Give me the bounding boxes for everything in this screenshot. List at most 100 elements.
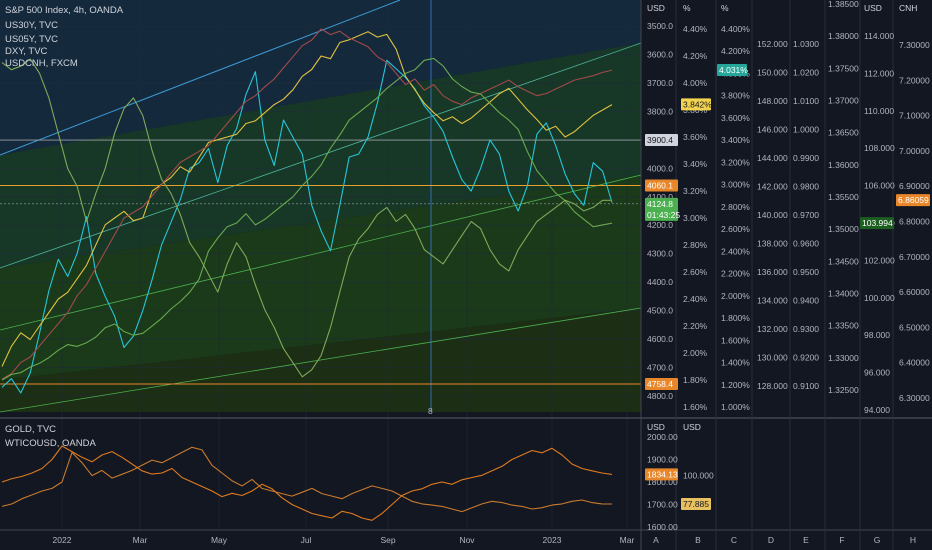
legend-main[interactable]: S&P 500 Index, 4h, OANDA US30Y, TVC US05… <box>5 5 124 69</box>
axis-A-tick: 3700.0 <box>647 78 673 88</box>
axis-B-tick: 3.00% <box>683 213 708 223</box>
axis-C-tick: 1.000% <box>721 402 750 412</box>
axis-E-letter[interactable]: E <box>803 535 809 545</box>
legend-us05y: US05Y, TVC <box>5 34 58 45</box>
series-line-s-p-500-index <box>1 59 613 394</box>
legend-gold: GOLD, TVC <box>5 424 56 435</box>
axis-F-tick: 1.37500 <box>828 63 859 73</box>
axis-B-tick: 2.00% <box>683 348 708 358</box>
price-tag-wti-bg <box>681 498 711 511</box>
axis-A-tick: 4200.0 <box>647 220 673 230</box>
axis-F-tick: 1.37000 <box>828 96 859 106</box>
axis-C-tick: 2.600% <box>721 224 750 234</box>
axis-D-tick: 128.000 <box>757 381 788 391</box>
series-line-us30y <box>1 31 613 367</box>
price-tag-main: 4124.8 <box>647 199 673 209</box>
axis-G-tick: 102.000 <box>864 255 895 265</box>
time-axis[interactable]: 2022 Mar May Jul Sep Nov 2023 Mar <box>53 535 635 545</box>
axis-A-tick: 3800.0 <box>647 107 673 117</box>
axis-B-letter[interactable]: B <box>695 535 701 545</box>
axis-G-tick: 108.000 <box>864 143 895 153</box>
price-level-lines <box>0 139 641 385</box>
axis-E-tick: 0.9700 <box>793 210 819 220</box>
axis-A-tick: 4600.0 <box>647 334 673 344</box>
axis-F-letter[interactable]: F <box>839 535 844 545</box>
axis-D-tick: 130.000 <box>757 353 788 363</box>
axis-C-tick: 1.600% <box>721 335 750 345</box>
series-line-usdcnh <box>1 58 612 378</box>
axis-C-tick: 3.000% <box>721 180 750 190</box>
axis-E-tick: 1.0200 <box>793 68 819 78</box>
sub-axis-0-tick: 1600.00 <box>647 522 678 532</box>
axis-H-tick: 7.10000 <box>899 111 930 121</box>
price-tag-main-bg <box>645 134 678 147</box>
axis-B-tick: 2.80% <box>683 240 708 250</box>
axis-H-tick: 6.70000 <box>899 252 930 262</box>
axis-A-tick: 3600.0 <box>647 50 673 60</box>
axis-E-tick: 0.9200 <box>793 353 819 363</box>
price-axes[interactable]: 4800.0 4700.0 4600.0 4500.0 4400.0 4300.0 4200… <box>647 0 930 545</box>
axis-B-tick: 2.40% <box>683 294 708 304</box>
axis-B-unit: % <box>683 3 691 13</box>
axis-D-tick: 146.000 <box>757 125 788 135</box>
axis-C-tick: 1.400% <box>721 358 750 368</box>
price-tag-main: 4758.4 <box>647 379 673 389</box>
axis-G-tick: 100.000 <box>864 293 895 303</box>
axis-A-tick: 4000.0 <box>647 163 673 173</box>
legend-sub[interactable]: GOLD, TVC WTICOUSD, OANDA <box>5 424 96 449</box>
axis-dividers <box>640 0 894 550</box>
axis-D-letter[interactable]: D <box>768 535 774 545</box>
axis-F-tick: 1.36500 <box>828 128 859 138</box>
axis-D-tick: 138.000 <box>757 239 788 249</box>
axis-A-tick: 4800.0 <box>647 391 673 401</box>
legend-usdcnh: USDCNH, FXCM <box>5 58 78 69</box>
axis-E-tick: 1.0000 <box>793 125 819 135</box>
sub-axis-1-tick: 100.000 <box>683 471 714 481</box>
axis-C-tick: 1.200% <box>721 380 750 390</box>
channel-shading <box>0 0 641 412</box>
x-tick-label: Sep <box>380 535 395 545</box>
axis-D-tick: 148.000 <box>757 96 788 106</box>
price-tag-cnh-bg <box>896 194 930 207</box>
axis-G-letter[interactable]: G <box>874 535 881 545</box>
axis-G-tick: 114.000 <box>864 31 894 41</box>
price-tag-main: 01:43:25 <box>647 210 680 220</box>
axis-B-tick: 3.40% <box>683 159 708 169</box>
axis-D-tick: 150.000 <box>757 68 788 78</box>
axis-D-tick: 134.000 <box>757 296 788 306</box>
axis-B-tick: 4.20% <box>683 51 708 61</box>
axis-A-letter[interactable]: A <box>653 535 659 545</box>
sub-series <box>1 445 613 521</box>
price-tags: 4758.4 4124.801:43:25 4060.1 3900.4 3.842% 4.… <box>645 64 930 511</box>
axis-G-tick: 110.000 <box>864 106 894 116</box>
axis-F-tick: 1.35000 <box>828 224 859 234</box>
axis-E-tick: 1.0300 <box>793 39 819 49</box>
axis-A-tick: 4400.0 <box>647 277 673 287</box>
axis-C-tick: 2.400% <box>721 246 750 256</box>
axis-C-tick: 3.800% <box>721 91 750 101</box>
axis-E-tick: 0.9500 <box>793 267 819 277</box>
axis-D-tick: 144.000 <box>757 153 788 163</box>
axis-G-tick: 98.000 <box>864 330 890 340</box>
sub-axis-0-tick: 1800.00 <box>647 477 678 487</box>
price-tag-cnh: 6.86059 <box>898 195 929 205</box>
axis-C-tick: 2.000% <box>721 291 750 301</box>
axis-H-tick: 6.30000 <box>899 393 930 403</box>
axis-C-tick: 3.600% <box>721 113 750 123</box>
axis-G-tick: 112.000 <box>864 68 894 78</box>
price-tag-us30y-bg <box>681 98 711 111</box>
x-tick-label: May <box>211 535 228 545</box>
axis-C-tick: 4.400% <box>721 24 750 34</box>
axis-E-tick: 0.9800 <box>793 182 819 192</box>
axis-D-tick: 140.000 <box>757 210 788 220</box>
axis-A-tick: 4700.0 <box>647 362 673 372</box>
axis-C-letter[interactable]: C <box>731 535 737 545</box>
price-tag-main-bg <box>645 208 678 221</box>
axis-G-tick: 106.000 <box>864 181 895 191</box>
axis-F-tick: 1.34500 <box>828 256 859 266</box>
price-tag-main-bg <box>645 377 678 390</box>
axis-B-tick: 4.00% <box>683 78 708 88</box>
axis-H-letter[interactable]: H <box>910 535 916 545</box>
axis-F-tick: 1.38000 <box>828 31 859 41</box>
